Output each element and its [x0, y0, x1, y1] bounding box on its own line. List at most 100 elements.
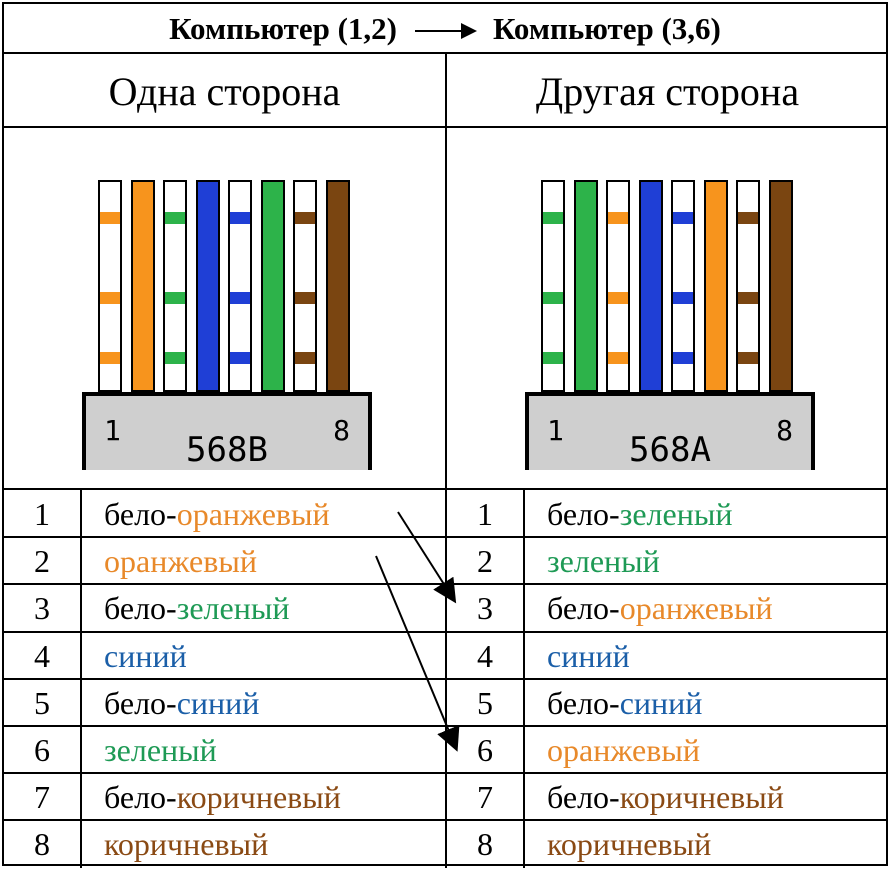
wire-stripe: [673, 212, 693, 224]
wire-6: [703, 180, 728, 392]
color-word: синий: [176, 684, 260, 721]
wire-stripe: [608, 292, 628, 304]
wire-2: [130, 180, 155, 392]
wire-stripe: [543, 292, 563, 304]
row-divider: [4, 677, 886, 680]
pin-number: 3: [34, 590, 50, 627]
wire-color-name: зеленый: [104, 732, 217, 769]
side-title-left: Одна сторона: [108, 68, 341, 114]
color-prefix: бело-: [104, 496, 177, 532]
header: Компьютер (1,2) Компьютер (3,6): [4, 4, 886, 54]
row-divider: [4, 536, 886, 539]
wire-stripe: [295, 292, 315, 304]
color-word: зеленый: [176, 590, 290, 627]
wire-color-name: бело-коричневый: [104, 779, 341, 816]
wire-3: [163, 180, 187, 392]
wire-stripe: [295, 212, 315, 224]
color-prefix: бело-: [547, 684, 620, 721]
column-divider: [523, 488, 525, 868]
wire-1: [541, 180, 565, 392]
pin-number: 4: [34, 637, 50, 674]
color-word: синий: [104, 637, 187, 674]
crossover-arrows: [375, 511, 460, 752]
wire-stripe: [165, 352, 185, 364]
color-word: коричневый: [176, 779, 341, 816]
pin-number: 4: [477, 637, 493, 674]
connector-568b: 1 8 568B: [4, 130, 445, 490]
color-word: синий: [619, 684, 703, 721]
pin-number: 2: [477, 543, 493, 580]
color-prefix: бело-: [547, 779, 620, 816]
wire-stripe: [165, 292, 185, 304]
wire-stripe: [738, 212, 758, 224]
wire-4: [195, 180, 220, 392]
color-word: оранжевый: [176, 496, 330, 532]
wire-color-name: оранжевый: [104, 543, 257, 580]
wire-color-name: бело-оранжевый: [104, 496, 330, 533]
wire-stripe: [738, 292, 758, 304]
center-divider: [445, 52, 447, 868]
color-word: зеленый: [619, 496, 733, 532]
wire-8: [325, 180, 350, 392]
wire-color-name: бело-зеленый: [104, 590, 289, 627]
color-prefix: бело-: [104, 779, 177, 816]
row-divider: [4, 772, 886, 775]
pin-number: 8: [34, 826, 50, 863]
wire-stripe: [100, 352, 120, 364]
wire-color-name: бело-коричневый: [547, 779, 784, 816]
pin-number: 7: [477, 779, 493, 816]
header-right: Компьютер (3,6): [493, 11, 721, 46]
pin-number: 6: [34, 732, 50, 768]
wire-color-name: синий: [104, 638, 187, 675]
color-word: синий: [547, 637, 630, 674]
standard-label: 568B: [186, 430, 268, 470]
color-word: коричневый: [619, 779, 784, 816]
pin-number: 6: [477, 732, 493, 768]
wire-color-name: бело-синий: [104, 685, 259, 722]
wire-stripe: [100, 212, 120, 224]
color-word: коричневый: [104, 826, 269, 863]
wire-stripe: [230, 292, 250, 304]
wire-stripe: [673, 292, 693, 304]
wire-stripe: [608, 212, 628, 224]
pin-number: 5: [34, 684, 50, 721]
pin-number: 3: [477, 590, 493, 627]
color-prefix: бело-: [104, 590, 177, 627]
wire-color-name: оранжевый: [547, 732, 700, 769]
row-divider: [4, 819, 886, 822]
color-word: коричневый: [547, 826, 712, 863]
wire-color-name: бело-оранжевый: [547, 590, 773, 627]
right-arrow-icon: [415, 23, 477, 39]
wire-stripe: [543, 212, 563, 224]
column-divider: [80, 488, 82, 868]
color-prefix: бело-: [547, 590, 620, 627]
wire-color-name: бело-синий: [547, 685, 702, 722]
wire-stripe: [673, 352, 693, 364]
pin-number: 7: [34, 779, 50, 816]
pin-label-first: 1: [547, 414, 564, 447]
wire-color-name: коричневый: [547, 826, 711, 863]
wire-2: [573, 180, 598, 392]
color-word: оранжевый: [619, 590, 773, 627]
wire-stripe: [230, 352, 250, 364]
row-divider: [4, 630, 886, 633]
wire-5: [671, 180, 695, 392]
pin-number: 5: [477, 684, 493, 721]
pin-number: 2: [34, 543, 50, 580]
pin-label-first: 1: [104, 414, 121, 447]
color-word: оранжевый: [104, 543, 257, 580]
arrow-1-to-3: [397, 511, 457, 604]
plug-body: 1 8 568A: [525, 392, 815, 470]
wire-stripe: [608, 352, 628, 364]
pin-number: 1: [477, 496, 493, 532]
pin-label-last: 8: [333, 414, 350, 447]
wire-5: [228, 180, 252, 392]
pin-label-last: 8: [776, 414, 793, 447]
color-word: зеленый: [547, 543, 660, 580]
wire-stripe: [295, 352, 315, 364]
wire-stripe: [543, 352, 563, 364]
wire-6: [260, 180, 285, 392]
wire-3: [606, 180, 630, 392]
wire-color-name: бело-зеленый: [547, 496, 732, 533]
